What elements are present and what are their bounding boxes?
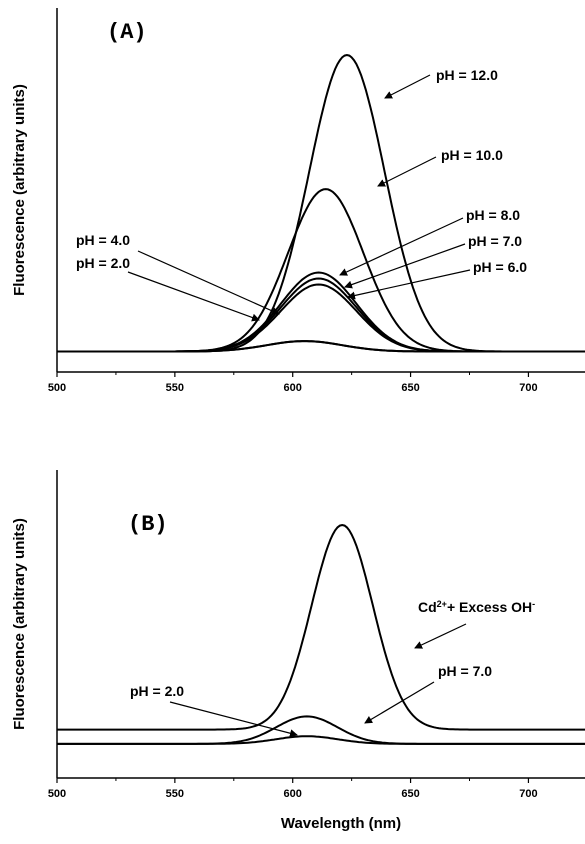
annotation-arrow <box>364 681 435 724</box>
annotation-arrow <box>127 271 260 322</box>
annotation-arrow <box>339 217 464 276</box>
annotation-label: pH = 6.0 <box>473 259 527 275</box>
x-tick-label: 600 <box>284 788 302 800</box>
annotation-label: pH = 7.0 <box>438 663 492 679</box>
x-tick-label: 650 <box>401 382 419 394</box>
annotation-arrow <box>169 701 298 738</box>
annotation-arrow <box>137 250 280 315</box>
annotation-label: pH = 2.0 <box>76 255 130 271</box>
series-line-cd2-excess-oh- <box>57 523 585 731</box>
annotation-label: pH = 12.0 <box>436 67 498 83</box>
annotation-label: pH = 2.0 <box>130 683 184 699</box>
panel-a: 500 550 600 650 700 Fluorescence (arbitrary u… <box>11 8 585 394</box>
annotation-label: pH = 10.0 <box>441 147 503 163</box>
annotation-arrow <box>344 243 466 289</box>
annotation-arrow <box>414 623 467 649</box>
x-tick-label: 550 <box>166 382 184 394</box>
series-line-ph-12-0 <box>57 53 585 353</box>
annotation-label: pH = 8.0 <box>466 207 520 223</box>
x-tick-label: 650 <box>401 788 419 800</box>
panel-label: (A) <box>107 20 147 45</box>
series-line-ph-2-0 <box>57 735 585 745</box>
panel-label: (B) <box>128 512 168 537</box>
x-tick-label: 500 <box>48 788 66 800</box>
y-axis-label: Fluorescence (arbitrary units) <box>11 518 28 730</box>
series-line-ph-7-0 <box>57 277 585 353</box>
x-axis-label: Wavelength (nm) <box>281 815 401 832</box>
annotation-arrow <box>384 74 431 99</box>
x-tick-label: 500 <box>48 382 66 394</box>
annotation-label: pH = 7.0 <box>468 233 522 249</box>
x-tick-label: 700 <box>519 788 537 800</box>
x-tick-label: 600 <box>284 382 302 394</box>
annotation-arrow <box>377 156 437 187</box>
x-tick-label: 550 <box>166 788 184 800</box>
annotation-arrow <box>347 269 471 300</box>
y-axis-label: Fluorescence (arbitrary units) <box>11 84 28 296</box>
series-line-ph-4-0 <box>57 340 585 353</box>
panel-b: 500 550 600 650 700 Fluorescence (arbitrary u… <box>11 470 585 832</box>
annotation-label: pH = 4.0 <box>76 232 130 248</box>
annotation-label-cd: Cd2++ Excess OH- <box>418 599 535 615</box>
x-tick-label: 700 <box>519 382 537 394</box>
